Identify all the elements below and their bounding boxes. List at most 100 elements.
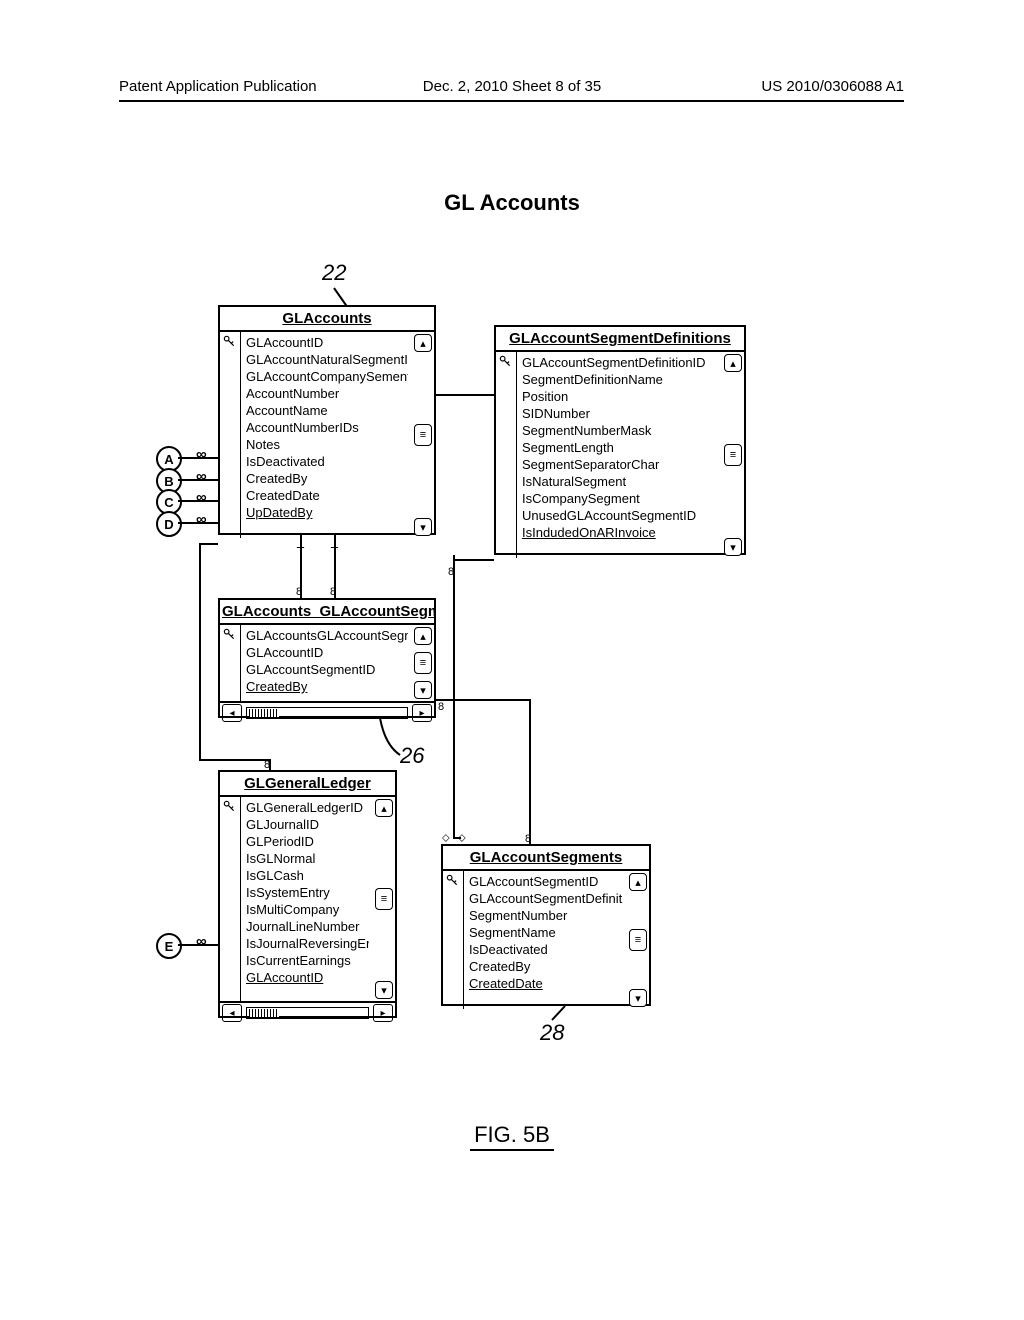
- cardinality-many-icon: ∞: [196, 468, 207, 485]
- vertical-scrollbar[interactable]: ▴ ≡ ▾: [375, 799, 393, 999]
- cardinality-many-icon: ∞: [196, 489, 207, 506]
- key-column: [443, 871, 464, 1009]
- svg-text:⚊: ⚊: [330, 540, 339, 551]
- key-column: [220, 332, 241, 538]
- key-icon: [222, 799, 236, 813]
- field-row: IsIndudedOnARInvoice: [522, 524, 718, 541]
- field-row: AccountNumber: [246, 385, 408, 402]
- key-icon: [445, 873, 459, 887]
- vertical-scrollbar[interactable]: ▴ ≡ ▾: [414, 334, 432, 536]
- scroll-down-icon[interactable]: ▾: [414, 681, 432, 699]
- key-column: [220, 797, 241, 1001]
- scroll-thumb[interactable]: [249, 1009, 279, 1017]
- scroll-down-icon[interactable]: ▾: [724, 538, 742, 556]
- field-row: IsGLCash: [246, 867, 369, 884]
- field-row: GLPeriodID: [246, 833, 369, 850]
- entity-title: GLAccounts_GLAccountSegme: [220, 600, 434, 625]
- field-row: IsGLNormal: [246, 850, 369, 867]
- scroll-thumb[interactable]: ≡: [414, 424, 432, 446]
- scroll-up-icon[interactable]: ▴: [414, 627, 432, 645]
- scroll-right-icon[interactable]: ▸: [412, 704, 432, 722]
- field-row: IsDeactivated: [469, 941, 623, 958]
- cardinality-many-icon: ∞: [196, 933, 207, 950]
- svg-text:⬦: ⬦: [442, 832, 450, 844]
- field-row: JournalLineNumber: [246, 918, 369, 935]
- field-row: IsSystemEntry: [246, 884, 369, 901]
- scroll-thumb[interactable]: ≡: [724, 444, 742, 466]
- scroll-thumb[interactable]: [249, 709, 279, 717]
- svg-text:8: 8: [296, 586, 302, 598]
- field-row: IsMultiCompany: [246, 901, 369, 918]
- field-row: GLAccountSegmentDefinition: [469, 890, 623, 907]
- scroll-up-icon[interactable]: ▴: [629, 873, 647, 891]
- vertical-scrollbar[interactable]: ▴ ≡ ▾: [629, 873, 647, 1007]
- key-icon: [222, 334, 236, 348]
- field-row: GLAccountID: [246, 969, 369, 986]
- scroll-down-icon[interactable]: ▾: [375, 981, 393, 999]
- field-row: SegmentLength: [522, 439, 718, 456]
- field-row: GLAccountID: [246, 334, 408, 351]
- entity-body: GLAccountSegmentIDGLAccountSegmentDefini…: [443, 871, 649, 1009]
- svg-text:8: 8: [438, 701, 444, 713]
- vertical-scrollbar[interactable]: ▴ ≡ ▾: [724, 354, 742, 556]
- field-row: SegmentDefinitionName: [522, 371, 718, 388]
- entity-body: GLAccountSegmentDefinitionIDSegmentDefin…: [496, 352, 744, 558]
- entity-title: GLAccountSegmentDefinitions: [496, 327, 744, 352]
- entity-glaccounts: GLAccountsGLAccountIDGLAccountNaturalSeg…: [218, 305, 436, 535]
- field-row: SegmentNumber: [469, 907, 623, 924]
- callout-22: 22: [322, 260, 346, 286]
- scroll-up-icon[interactable]: ▴: [375, 799, 393, 817]
- field-row: Notes: [246, 436, 408, 453]
- cardinality-many-icon: ∞: [196, 511, 207, 528]
- entity-title: GLAccountSegments: [443, 846, 649, 871]
- scroll-down-icon[interactable]: ▾: [414, 518, 432, 536]
- entity-segdef: GLAccountSegmentDefinitionsGLAccountSegm…: [494, 325, 746, 555]
- field-row: IsCompanySegment: [522, 490, 718, 507]
- callout-28: 28: [540, 1020, 564, 1046]
- field-row: IsCurrentEarnings: [246, 952, 369, 969]
- scroll-left-icon[interactable]: ◂: [222, 1004, 242, 1022]
- field-row: GLAccountID: [246, 644, 408, 661]
- field-row: GLGeneralLedgerID: [246, 799, 369, 816]
- key-column: [496, 352, 517, 558]
- field-row: CreatedDate: [469, 975, 623, 992]
- scroll-thumb[interactable]: ≡: [414, 652, 432, 674]
- key-icon: [498, 354, 512, 368]
- entity-glacc_segme: GLAccounts_GLAccountSegmeGLAccountsGLAcc…: [218, 598, 436, 718]
- key-icon: [222, 627, 236, 641]
- entity-body: GLGeneralLedgerIDGLJournalIDGLPeriodIDIs…: [220, 797, 395, 1001]
- svg-text:⬦: ⬦: [458, 832, 466, 844]
- scroll-left-icon[interactable]: ◂: [222, 704, 242, 722]
- svg-text:8: 8: [448, 566, 454, 578]
- entity-title: GLGeneralLedger: [220, 772, 395, 797]
- field-row: IsJournalReversingEntry: [246, 935, 369, 952]
- figure-label: FIG. 5B: [0, 1122, 1024, 1148]
- horizontal-scrollbar[interactable]: ◂▸: [220, 1001, 395, 1023]
- field-row: SegmentNumberMask: [522, 422, 718, 439]
- svg-text:⚊: ⚊: [296, 540, 305, 551]
- scroll-down-icon[interactable]: ▾: [629, 989, 647, 1007]
- scroll-right-icon[interactable]: ▸: [373, 1004, 393, 1022]
- horizontal-scrollbar[interactable]: ◂▸: [220, 701, 434, 723]
- callout-26: 26: [400, 743, 424, 769]
- field-row: CreatedBy: [246, 470, 408, 487]
- vertical-scrollbar[interactable]: ▴ ≡ ▾: [414, 627, 432, 699]
- entity-glgenledger: GLGeneralLedgerGLGeneralLedgerIDGLJourna…: [218, 770, 397, 1018]
- field-row: UpDatedBy: [246, 504, 408, 521]
- field-row: SIDNumber: [522, 405, 718, 422]
- field-row: UnusedGLAccountSegmentID: [522, 507, 718, 524]
- scroll-thumb[interactable]: ≡: [629, 929, 647, 951]
- field-row: GLAccountSegmentDefinitionID: [522, 354, 718, 371]
- entity-body: GLAccountsGLAccountSegmentsIDGLAccountID…: [220, 625, 434, 701]
- field-row: CreatedDate: [246, 487, 408, 504]
- field-row: SegmentSeparatorChar: [522, 456, 718, 473]
- scroll-track[interactable]: [246, 1007, 369, 1019]
- scroll-thumb[interactable]: ≡: [375, 888, 393, 910]
- field-row: Position: [522, 388, 718, 405]
- page-ref-e: E: [156, 933, 182, 959]
- page-ref-d: D: [156, 511, 182, 537]
- scroll-up-icon[interactable]: ▴: [724, 354, 742, 372]
- scroll-up-icon[interactable]: ▴: [414, 334, 432, 352]
- scroll-track[interactable]: [246, 707, 408, 719]
- field-row: IsDeactivated: [246, 453, 408, 470]
